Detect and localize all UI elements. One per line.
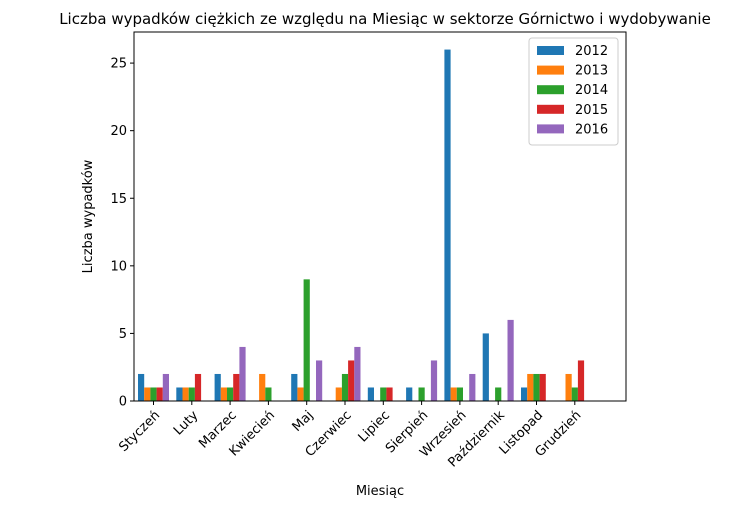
bar-2015-Czerwiec bbox=[348, 360, 355, 401]
legend-label-2014: 2014 bbox=[575, 83, 608, 98]
legend-label-2013: 2013 bbox=[575, 64, 608, 79]
bars-group bbox=[138, 49, 585, 401]
x-tick-label: Lipiec bbox=[356, 408, 393, 445]
bar-2016-Wrzesień bbox=[469, 373, 476, 401]
bar-2016-Czerwiec bbox=[354, 346, 361, 401]
bar-2012-Maj bbox=[291, 373, 298, 401]
bar-2014-Maj bbox=[303, 279, 310, 401]
y-axis: 0 5 10 15 20 25 bbox=[110, 57, 134, 410]
bar-2013-Kwiecień bbox=[259, 373, 266, 401]
y-tick-label: 25 bbox=[110, 57, 127, 72]
bar-2012-Marzec bbox=[214, 373, 221, 401]
bar-2015-Listopad bbox=[539, 373, 546, 401]
bar-2014-Luty bbox=[188, 387, 195, 401]
legend-box bbox=[528, 37, 619, 146]
bar-2014-Październik bbox=[495, 387, 502, 401]
bar-2014-Czerwiec bbox=[341, 373, 349, 401]
bar-2013-Listopad bbox=[527, 373, 534, 401]
x-tick-label: Maj bbox=[290, 408, 317, 435]
plot-frame bbox=[133, 31, 627, 402]
bar-2013-Marzec bbox=[220, 387, 227, 401]
y-tick-label: 15 bbox=[110, 192, 127, 207]
bar-2014-Listopad bbox=[533, 373, 540, 401]
y-axis-label: Liczba wypadków bbox=[81, 159, 96, 273]
bar-2016-Październik bbox=[507, 319, 514, 401]
bar-2013-Maj bbox=[297, 387, 304, 401]
y-tick-label: 10 bbox=[110, 259, 127, 274]
x-tick-label: Styczeń bbox=[116, 408, 163, 455]
x-axis-label: Miesiąc bbox=[356, 484, 404, 499]
bar-2014-Marzec bbox=[227, 387, 234, 401]
bar-2016-Sierpień bbox=[430, 360, 438, 401]
y-tick-label: 5 bbox=[119, 327, 127, 342]
legend-label-2016: 2016 bbox=[575, 122, 608, 137]
legend-swatch-2015 bbox=[537, 104, 564, 114]
bar-2012-Listopad bbox=[521, 387, 528, 401]
bar-2016-Marzec bbox=[239, 346, 246, 401]
bar-2016-Styczeń bbox=[162, 373, 169, 401]
legend-label-2012: 2012 bbox=[575, 44, 608, 59]
bar-2013-Luty bbox=[182, 387, 189, 401]
bar-2014-Wrzesień bbox=[456, 387, 463, 401]
bar-2012-Luty bbox=[176, 387, 183, 401]
bar-2014-Grudzień bbox=[571, 387, 578, 401]
bar-2015-Styczeń bbox=[156, 387, 163, 401]
bar-2014-Kwiecień bbox=[265, 387, 272, 401]
bar-2014-Lipiec bbox=[380, 387, 387, 401]
bar-2014-Sierpień bbox=[418, 387, 425, 401]
legend-swatch-2014 bbox=[537, 85, 564, 95]
bar-2015-Marzec bbox=[233, 373, 240, 401]
chart-title: Liczba wypadków ciężkich ze względu na M… bbox=[59, 10, 711, 28]
bar-2015-Grudzień bbox=[577, 360, 585, 401]
bar-2012-Wrzesień bbox=[444, 49, 451, 401]
bar-2012-Styczeń bbox=[138, 373, 145, 401]
bar-2016-Maj bbox=[316, 360, 323, 401]
legend-swatch-2013 bbox=[537, 65, 564, 75]
y-tick-label: 20 bbox=[110, 124, 127, 139]
bar-2013-Wrzesień bbox=[450, 387, 457, 401]
legend-swatch-2012 bbox=[537, 46, 564, 55]
legend: 2012 2013 2014 2015 2016 bbox=[528, 37, 619, 146]
y-tick-label: 0 bbox=[119, 395, 127, 410]
bar-2015-Luty bbox=[194, 373, 202, 401]
bar-2012-Październik bbox=[482, 333, 489, 401]
legend-swatch-2016 bbox=[537, 124, 564, 134]
bar-2013-Czerwiec bbox=[335, 387, 342, 401]
bar-2012-Sierpień bbox=[406, 387, 413, 401]
bar-2015-Lipiec bbox=[386, 387, 393, 401]
bar-2013-Styczeń bbox=[144, 387, 151, 401]
bar-2013-Grudzień bbox=[565, 373, 572, 401]
bar-2014-Styczeń bbox=[150, 387, 157, 401]
bar-2012-Lipiec bbox=[367, 387, 374, 401]
x-tick-label: Luty bbox=[171, 408, 202, 439]
legend-label-2015: 2015 bbox=[575, 103, 608, 118]
